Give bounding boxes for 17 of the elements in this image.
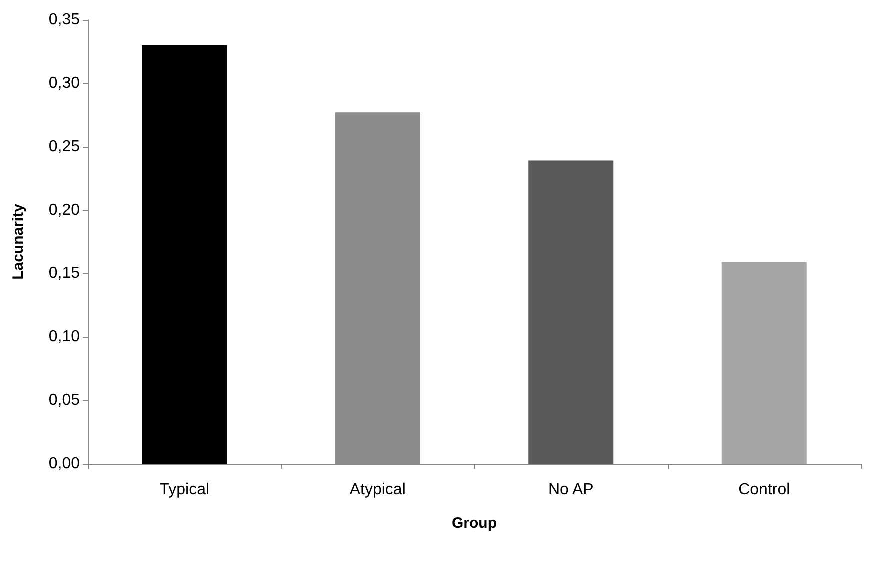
x-tick-label: Typical xyxy=(160,482,210,498)
y-tick-label: 0,20 xyxy=(48,202,80,219)
y-axis-title: Lacunarity xyxy=(10,203,27,280)
x-axis-title: Group xyxy=(452,515,497,532)
y-tick-label: 0,10 xyxy=(48,328,80,346)
bar xyxy=(528,160,614,464)
y-tick-label: 0,30 xyxy=(48,74,80,92)
x-tick-label: No AP xyxy=(548,482,594,498)
bar xyxy=(142,45,228,464)
y-tick-label: 0,05 xyxy=(48,392,80,410)
bar xyxy=(722,262,807,464)
x-tick-label: Atypical xyxy=(350,482,406,498)
y-tick-label: 0,15 xyxy=(48,265,80,282)
y-tick-label: 0,25 xyxy=(48,138,80,156)
y-tick-label: 0,00 xyxy=(48,456,80,472)
y-tick-label: 0,35 xyxy=(48,12,80,28)
x-tick-label: Control xyxy=(738,482,790,498)
